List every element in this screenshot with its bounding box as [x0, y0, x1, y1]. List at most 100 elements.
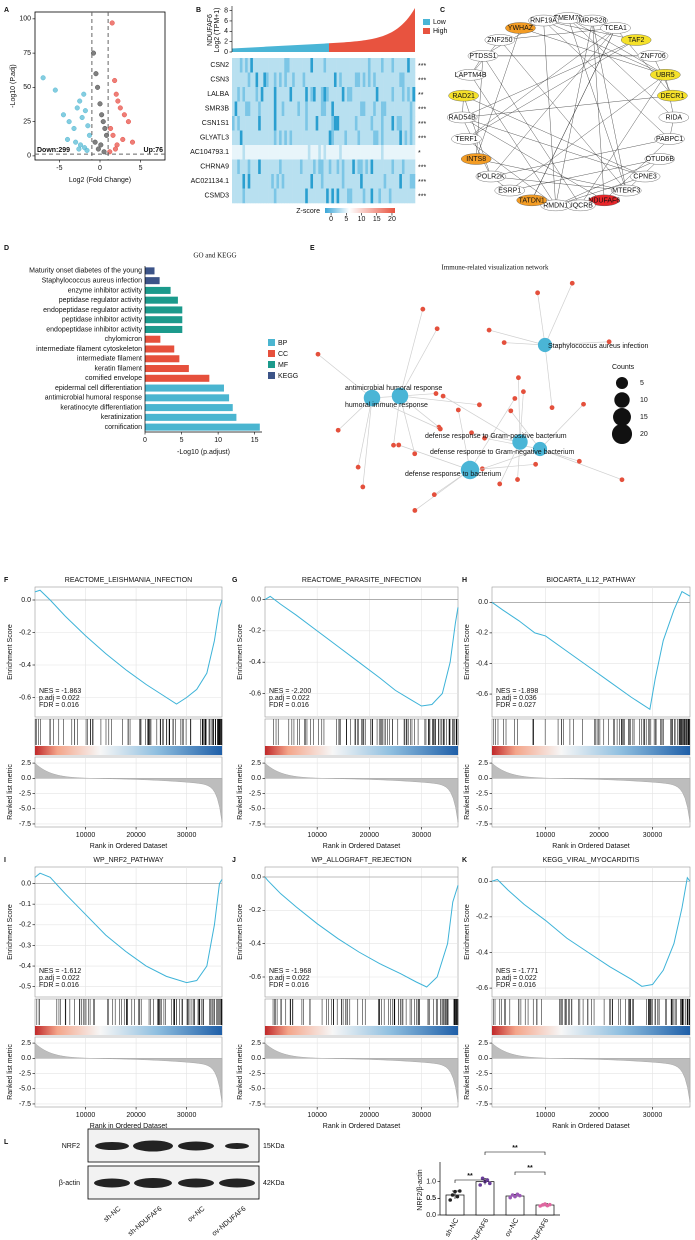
heat-cell [370, 72, 374, 88]
heat-cell [360, 72, 364, 88]
heat-cell [281, 58, 285, 73]
y-tick-label: 0.0 [478, 878, 488, 885]
point [112, 146, 118, 152]
heat-cell [347, 101, 350, 117]
y-tick-label: -0.2 [249, 907, 261, 914]
heat-cell [352, 87, 356, 102]
heat-cell [310, 188, 314, 204]
y-tick-label: 0.0 [251, 874, 261, 881]
heat-cell [297, 188, 301, 204]
node [505, 22, 536, 34]
heat-cell [318, 58, 322, 73]
heat-cell [354, 159, 358, 175]
stat-label: NES = -1.898 [496, 688, 538, 695]
category-label: antimicrobial humoral response [45, 395, 142, 402]
heat-cell [315, 72, 319, 88]
edge [466, 138, 556, 206]
panel-label: C [440, 7, 445, 14]
heat-cell [336, 145, 340, 160]
heat-cell [252, 101, 256, 117]
heat-cell [323, 188, 327, 204]
node-label: RNF19A [530, 18, 557, 25]
heat-cell [391, 72, 395, 88]
heat-cell [333, 87, 337, 102]
heat-cell [352, 145, 356, 160]
row-label: CSN2 [210, 62, 229, 69]
gene-node [619, 477, 625, 483]
y-tick-label: 2.5 [251, 1040, 261, 1047]
y-tick-label: -7.5 [476, 821, 488, 828]
y-tick-label: -0.2 [19, 922, 31, 929]
heat-cell [245, 174, 248, 189]
heat-cell [305, 174, 309, 189]
heat-cell [239, 130, 243, 146]
heat-cell [388, 130, 392, 146]
node-label: UQCRB [568, 203, 594, 210]
heat-cell [310, 130, 314, 146]
significance: *** [418, 78, 426, 85]
heat-cell [341, 159, 345, 175]
y-tick-label: -0.4 [249, 941, 261, 948]
heat-cell [260, 188, 264, 204]
y-tick-label: 0.5 [426, 1195, 436, 1202]
heat-cell [339, 101, 343, 117]
x-tick-label: 30000 [412, 1112, 432, 1119]
point [120, 136, 126, 142]
edge [393, 395, 401, 446]
heat-cell [370, 159, 374, 175]
y-tick-label: 0.0 [21, 597, 31, 604]
heat-cell [375, 116, 379, 131]
data-point [478, 1183, 483, 1187]
edge [462, 117, 646, 177]
y-tick-label: 0.0 [21, 1055, 31, 1062]
heat-cell [401, 188, 405, 204]
heat-cell [252, 188, 256, 204]
y-tick-label: -0.4 [19, 662, 31, 669]
edge [567, 17, 674, 118]
heat-cell [401, 130, 405, 146]
heat-cell [292, 145, 296, 160]
heat-cell [299, 188, 303, 204]
heat-cell [320, 174, 324, 189]
blot-band [178, 1141, 214, 1151]
heat-cell [352, 174, 356, 189]
heat-cell [362, 116, 366, 131]
heat-cell [388, 145, 392, 160]
edge [539, 448, 623, 481]
point [97, 101, 103, 107]
node [637, 50, 669, 62]
gene-node [420, 306, 426, 312]
edge [543, 20, 666, 75]
heat-cell [367, 174, 371, 189]
heat-cell [318, 145, 322, 160]
panel-label: G [232, 577, 238, 584]
edge [482, 448, 541, 470]
point [77, 98, 83, 104]
heat-cell [320, 101, 324, 117]
chart-title: BIOCARTA_IL12_PATHWAY [546, 577, 636, 584]
heat-cell [294, 116, 298, 131]
heat-cell [378, 159, 382, 175]
heat-cell [273, 101, 277, 117]
heat-cell [360, 174, 364, 189]
heat-cell [386, 145, 390, 160]
plot-frame [264, 586, 459, 718]
heat-cell [331, 145, 335, 160]
gene-node [434, 326, 440, 332]
gene-node [335, 427, 341, 433]
category-label: Maturity onset diabetes of the young [29, 268, 142, 275]
heat-cell [307, 188, 311, 204]
heat-cell [360, 130, 364, 146]
heat-cell [409, 116, 413, 131]
heat-cell [250, 159, 254, 175]
row-label: CSN3 [210, 77, 229, 84]
heat-cell [299, 58, 303, 73]
heat-cell [375, 130, 379, 146]
heat-cell [252, 58, 256, 73]
gene-node [569, 280, 575, 286]
heat-cell [373, 101, 377, 117]
heat-cell [318, 116, 322, 131]
heat-cell [289, 87, 293, 102]
edge [518, 377, 521, 443]
node [494, 184, 525, 197]
